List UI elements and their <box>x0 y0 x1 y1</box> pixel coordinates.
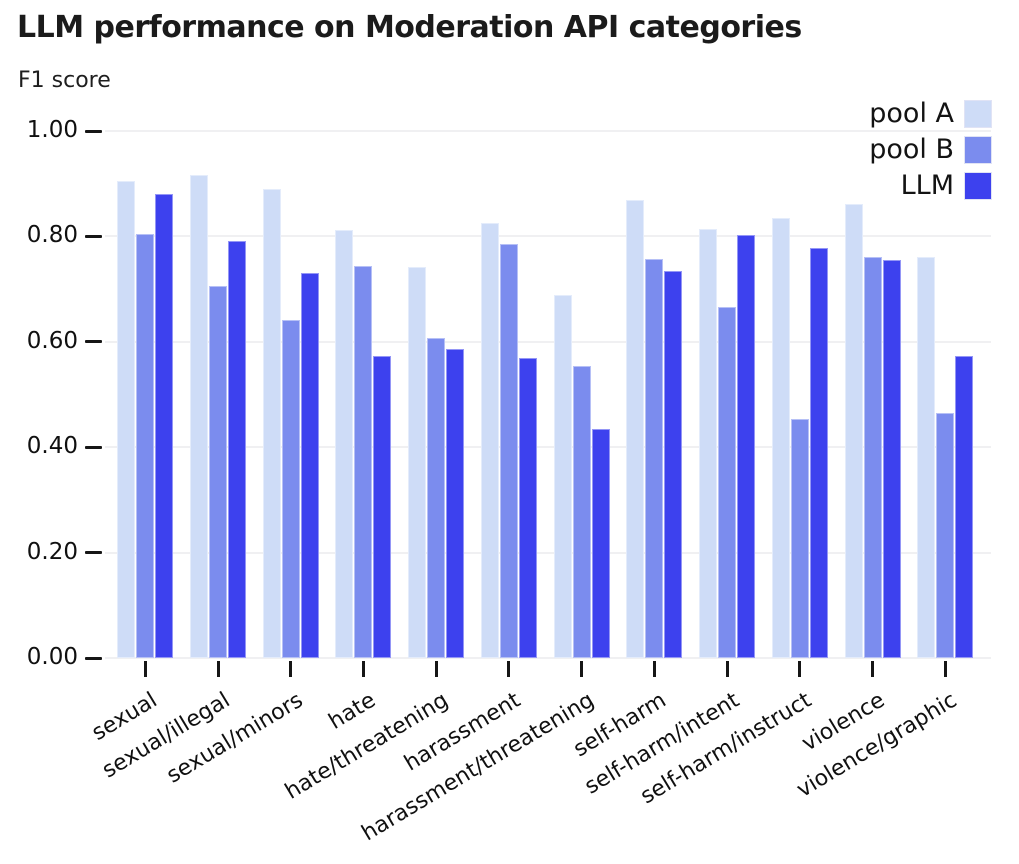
y-gridline <box>105 235 991 238</box>
x-tick <box>507 661 511 677</box>
x-tick <box>798 661 802 677</box>
legend-label: LLM <box>900 170 954 201</box>
legend-label: pool B <box>869 134 954 165</box>
x-tick <box>143 661 147 677</box>
bar-llm <box>591 429 610 658</box>
x-tick <box>652 661 656 677</box>
bar-pool-b <box>427 337 446 658</box>
bar-pool-a <box>117 181 136 658</box>
legend-swatch <box>965 100 991 127</box>
bar-pool-b <box>499 243 518 658</box>
bar-pool-b <box>354 266 373 658</box>
bar-llm <box>809 247 828 658</box>
y-gridline <box>105 340 991 343</box>
bar-pool-a <box>699 229 718 658</box>
x-tick <box>580 661 584 677</box>
y-axis-title: F1 score <box>18 68 111 93</box>
bar-pool-a <box>553 295 572 658</box>
bar-llm <box>300 273 319 658</box>
y-tick-label: 0.20 <box>26 538 78 565</box>
bar-pool-b <box>572 366 591 658</box>
bar-llm <box>664 271 683 658</box>
y-tick <box>85 445 102 449</box>
y-tick <box>85 234 102 238</box>
legend-swatch <box>965 172 991 199</box>
bar-pool-a <box>626 199 645 658</box>
y-tick <box>85 656 102 660</box>
y-gridline <box>105 130 991 132</box>
bar-llm <box>737 235 756 658</box>
x-tick <box>216 661 220 677</box>
y-gridline <box>105 446 991 449</box>
bar-pool-a <box>335 229 354 658</box>
y-tick-label: 0.60 <box>26 327 78 354</box>
x-tick <box>289 661 293 677</box>
bar-pool-b <box>936 413 955 658</box>
bar-pool-b <box>136 233 155 658</box>
bar-llm <box>228 240 247 658</box>
bar-pool-a <box>480 222 499 658</box>
legend-label: pool A <box>869 98 954 129</box>
bar-pool-b <box>645 259 664 658</box>
y-tick-label: 0.00 <box>26 644 78 670</box>
x-tick <box>434 661 438 677</box>
bar-llm <box>373 356 392 658</box>
y-gridline <box>105 657 991 659</box>
bar-llm <box>518 357 537 658</box>
x-tick <box>871 661 874 677</box>
y-tick-label: 1.00 <box>26 117 78 143</box>
legend-item-pool-b: pool B <box>869 136 991 163</box>
x-tick <box>361 661 365 677</box>
bar-pool-a <box>771 218 790 658</box>
y-tick <box>85 340 102 344</box>
bar-pool-b <box>863 256 882 658</box>
bar-pool-a <box>190 174 209 658</box>
y-tick <box>85 551 102 555</box>
y-tick-label: 0.80 <box>26 222 78 249</box>
bar-pool-b <box>790 419 809 658</box>
bar-llm <box>882 259 901 658</box>
bar-pool-a <box>844 204 863 658</box>
x-tick <box>943 661 947 677</box>
bar-llm <box>955 356 974 658</box>
bar-pool-b <box>281 319 300 658</box>
legend-item-pool-a: pool A <box>869 100 991 127</box>
bar-pool-b <box>718 307 737 658</box>
y-tick-label: 0.40 <box>26 433 78 460</box>
chart-title: LLM performance on Moderation API catego… <box>17 10 802 45</box>
x-tick <box>725 661 729 677</box>
bar-pool-a <box>408 266 427 658</box>
y-gridline <box>105 551 991 554</box>
bar-pool-b <box>209 286 228 658</box>
legend-item-llm: LLM <box>901 172 991 199</box>
y-tick <box>85 129 102 133</box>
bar-llm <box>155 194 174 658</box>
bar-pool-a <box>917 257 936 658</box>
bar-pool-a <box>262 188 281 658</box>
bar-llm <box>446 349 465 658</box>
legend-swatch <box>965 136 991 163</box>
